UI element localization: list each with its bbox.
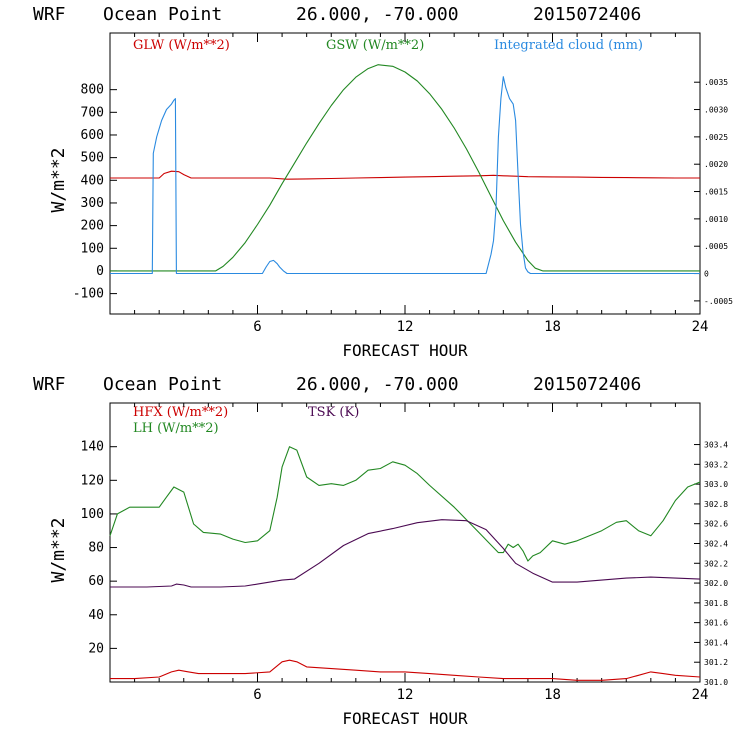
y-tick-labels: 20 40 60 80 100 120 140 [81,440,104,657]
y-tick-label: 80 [88,541,104,556]
y2-tick-label: 303.4 [704,441,728,450]
y2-tick-label: 302.0 [704,579,728,588]
header-coords: 26.000, -70.000 [296,374,459,395]
axis-ticks [110,33,700,314]
y-tick-label: 0 [96,264,104,279]
y2-tick-label: 301.0 [704,678,728,687]
y-tick-label: 700 [81,105,104,120]
y2-tick-label: .0035 [704,78,728,87]
legend-hfx: HFX (W/m**2) [133,405,228,420]
y-tick-label: 40 [88,608,104,623]
header-init: 2015072406 [533,4,641,25]
x-tick-label: 12 [397,687,414,703]
y-tick-label: 500 [81,151,104,166]
header-model: WRF [33,4,66,25]
y-axis-label: W/m**2 [48,517,69,582]
y2-tick-label: 302.8 [704,500,728,509]
x-axis-label: FORECAST HOUR [342,709,468,728]
series-lines [109,446,701,681]
y2-tick-label: 0 [704,270,709,279]
y2-tick-label: .0025 [704,133,728,142]
series-line-tsk [110,519,701,588]
y2-tick-label: .0015 [704,188,728,197]
x-tick-label: 6 [253,319,261,335]
y-tick-label: 200 [81,219,104,234]
y2-tick-label: 303.2 [704,460,728,469]
series-line-hfx [110,659,701,681]
y2-tick-label: 302.2 [704,559,728,568]
chart-glw-gsw-cloud: WRF Ocean Point 26.000, -70.000 20150724… [33,4,733,360]
chart-hfx-lh-tsk: WRF Ocean Point 26.000, -70.000 20150724… [33,374,728,728]
plot-frame [109,32,701,315]
y2-tick-label: 301.8 [704,599,728,608]
plot-frame [109,402,701,683]
y-tick-label: 140 [81,440,104,455]
y-tick-label: 60 [88,574,104,589]
x-tick-label: 12 [397,319,414,335]
header-init: 2015072406 [533,374,641,395]
y-tick-label: 400 [81,173,104,188]
series-line-gsw [110,64,700,272]
x-tick-labels: 6 12 18 24 [253,319,708,335]
legend-lh: LH (W/m**2) [133,421,219,436]
y-tick-label: -100 [73,287,104,302]
x-tick-label: 6 [253,687,261,703]
legend-glw: GLW (W/m**2) [133,38,230,53]
axis-ticks [110,403,700,683]
x-axis-label: FORECAST HOUR [342,341,468,360]
y2-tick-label: 302.6 [704,520,728,529]
y2-tick-labels: -.0005 0 .0005 .0010 .0015 .0020 .0025 .0030 .00… [704,78,733,306]
y2-tick-label: .0005 [704,242,728,251]
x-tick-label: 24 [692,319,709,335]
y-tick-label: 300 [81,196,104,211]
y2-tick-label: 303.0 [704,480,728,489]
series-line-glw [110,170,700,180]
y-axis-label: W/m**2 [48,147,69,212]
x-tick-labels: 6 12 18 24 [253,687,708,703]
y-tick-label: 120 [81,473,104,488]
x-tick-label: 18 [544,319,561,335]
y2-tick-label: 301.4 [704,638,728,647]
y2-tick-label: .0030 [704,106,728,115]
y2-tick-label: 301.6 [704,619,728,628]
y2-tick-labels: 301.0 301.2 301.4 301.6 301.8 302.0 302.2 302.4… [704,441,728,687]
x-tick-label: 18 [544,687,561,703]
header-location: Ocean Point [103,374,222,395]
x-tick-label: 24 [692,687,709,703]
y2-tick-label: 301.2 [704,658,728,667]
y-tick-label: 800 [81,83,104,98]
y-tick-label: 100 [81,507,104,522]
legend-cloud: Integrated cloud (mm) [494,38,643,53]
legend-tsk: TSK (K) [308,405,359,420]
y-tick-label: 20 [88,641,104,656]
y-tick-label: 100 [81,241,104,256]
header-location: Ocean Point [103,4,222,25]
y-tick-labels: -100 0 100 200 300 400 500 600 700 800 [73,83,104,302]
header-model: WRF [33,374,66,395]
series-line-integrated [110,76,700,275]
legend-gsw: GSW (W/m**2) [326,38,424,53]
header-coords: 26.000, -70.000 [296,4,459,25]
y2-tick-label: .0010 [704,215,728,224]
y2-tick-label: -.0005 [704,297,733,306]
y2-tick-label: 302.4 [704,539,728,548]
series-lines [110,64,700,275]
series-line-lh [109,446,701,562]
y-tick-label: 600 [81,128,104,143]
y2-tick-label: .0020 [704,160,728,169]
